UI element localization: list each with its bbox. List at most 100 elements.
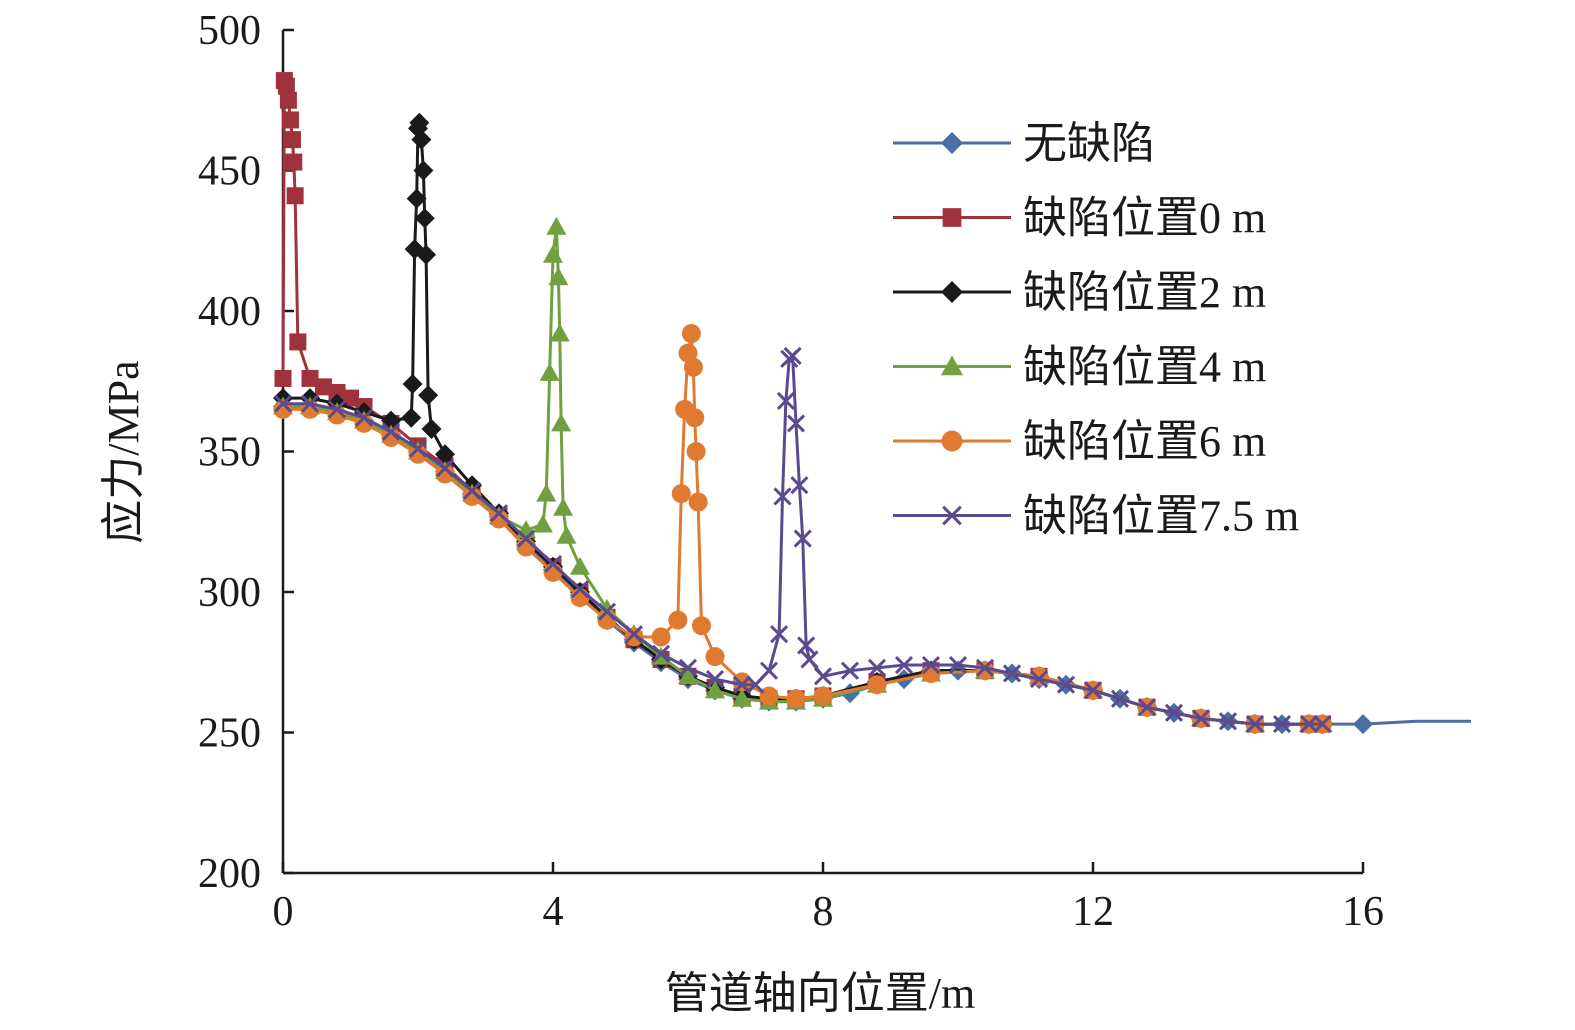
data-point [301,369,319,387]
data-point [406,188,427,209]
data-point [327,400,347,419]
legend-label: 缺陷位置4 m [1023,343,1266,392]
data-point [416,244,437,265]
data-point [279,91,297,109]
y-axis-title: 应力/MPa [99,360,148,543]
data-point [286,187,304,205]
data-point [532,514,553,533]
data-point [281,111,299,129]
data-point [315,378,332,396]
data-point [548,267,569,286]
y-tick-label: 200 [198,851,261,897]
data-point [1110,689,1130,708]
data-point [770,625,789,644]
data-point [1353,714,1373,735]
legend-label: 无缺陷 [1023,119,1155,168]
data-point [289,333,307,351]
data-point [381,422,401,441]
data-point [678,658,698,677]
data-point [546,216,567,235]
data-point [1083,681,1103,700]
data-point [681,323,701,343]
data-point [462,481,482,500]
x-tick-label: 16 [1342,889,1384,935]
data-point [746,675,765,694]
legend-item: 缺陷位置7.5 m [893,492,1299,541]
data-point [651,627,671,647]
series-1 [274,72,1331,733]
data-point [797,636,816,655]
data-point [489,504,509,523]
data-point [786,689,806,709]
legend-item: 缺陷位置6 m [893,417,1266,466]
data-point [921,655,941,675]
data-point [414,208,435,229]
y-tick-label: 450 [198,149,261,195]
data-point [551,413,572,432]
data-point [1299,715,1319,734]
x-ticks: 0 4 8 12 16 [273,862,1384,935]
legend-label: 缺陷位置7.5 m [1023,492,1299,541]
data-point [408,444,428,464]
data-point [793,529,812,548]
data-point [759,661,779,680]
data-point [732,672,752,692]
data-point [651,644,671,663]
legend-label: 缺陷位置6 m [1023,417,1266,466]
data-point [671,484,691,504]
series-line [281,79,1323,726]
data-point [536,483,557,502]
data-point [624,627,644,647]
data-point [489,509,509,529]
data-point [553,497,574,516]
data-point [786,414,806,433]
data-point [435,444,455,465]
data-point [705,680,725,699]
legend-item: 无缺陷 [893,119,1155,168]
data-point [867,658,887,677]
data-point [1056,675,1076,694]
data-point [678,666,698,685]
x-tick-label: 8 [813,889,834,935]
data-point [277,77,295,95]
data-point [1191,709,1211,728]
data-point [624,625,644,644]
data-point [435,459,455,478]
data-point [342,389,359,407]
data-point [800,650,819,669]
y-tick-label: 500 [198,8,261,54]
data-point [539,362,560,381]
data-point [867,675,887,695]
data-point [381,427,401,447]
data-point [759,686,779,706]
data-point [668,610,688,630]
data-point [732,675,752,694]
data-point [285,153,303,171]
data-point [409,112,430,133]
x-tick-label: 0 [273,889,294,935]
data-point [421,419,442,440]
data-point [1218,712,1238,731]
data-point [686,442,706,461]
legend-item: 缺陷位置4 m [893,343,1266,392]
data-point [773,487,792,506]
data-point [402,374,423,395]
data-point [413,160,434,181]
data-point [462,486,482,506]
data-point [543,554,563,573]
series-5 [273,346,1332,734]
legend-marker [941,430,963,452]
data-point [1245,715,1265,734]
data-point [570,580,590,599]
data-point [516,529,536,548]
legend-label: 缺陷位置2 m [1023,268,1266,317]
data-point [813,667,833,686]
data-point [840,661,860,680]
data-point [683,357,703,377]
data-point [1313,715,1332,734]
legend-marker [941,132,963,154]
data-point [543,244,563,263]
legend-marker [941,281,963,303]
